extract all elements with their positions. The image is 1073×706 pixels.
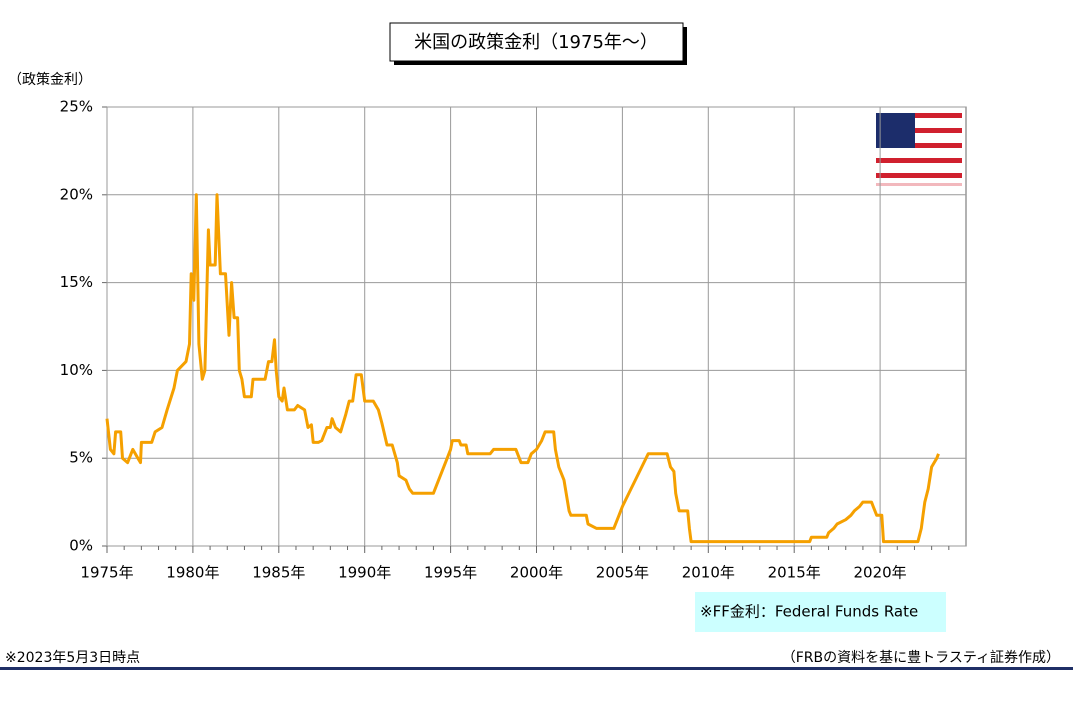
y-tick-label: 15% — [60, 273, 93, 291]
x-tick-label: 1980年 — [166, 564, 219, 582]
x-tick-label: 2000年 — [510, 564, 563, 582]
x-tick-label: 2015年 — [768, 564, 821, 582]
x-tick-label: 2005年 — [596, 564, 649, 582]
y-axis-label: （政策金利） — [8, 71, 92, 88]
x-tick-label: 2010年 — [682, 564, 735, 582]
annotation: ※FF金利：Federal Funds Rate — [700, 603, 918, 621]
y-tick-label: 5% — [69, 449, 93, 467]
footnote-right: （FRBの資料を基に豊トラスティ証券作成） — [782, 649, 1060, 666]
x-tick-label: 2020年 — [854, 564, 907, 582]
us-flag — [876, 113, 962, 186]
x-tick-label: 1990年 — [338, 564, 391, 582]
x-tick-label: 1985年 — [252, 564, 305, 582]
footer-rule — [0, 667, 1073, 670]
y-tick-label: 10% — [60, 361, 93, 379]
x-tick-label: 1995年 — [424, 564, 477, 582]
x-tick-label: 1975年 — [80, 564, 133, 582]
y-tick-label: 0% — [69, 537, 93, 555]
y-tick-label: 20% — [60, 185, 93, 203]
y-tick-label: 25% — [60, 98, 93, 116]
rate-line — [105, 193, 940, 544]
footnote-left: ※2023年5月3日時点 — [5, 650, 140, 666]
annotation-box — [695, 592, 946, 632]
chart-title: 米国の政策金利（1975年～） — [414, 32, 658, 53]
title-box — [389, 22, 684, 62]
